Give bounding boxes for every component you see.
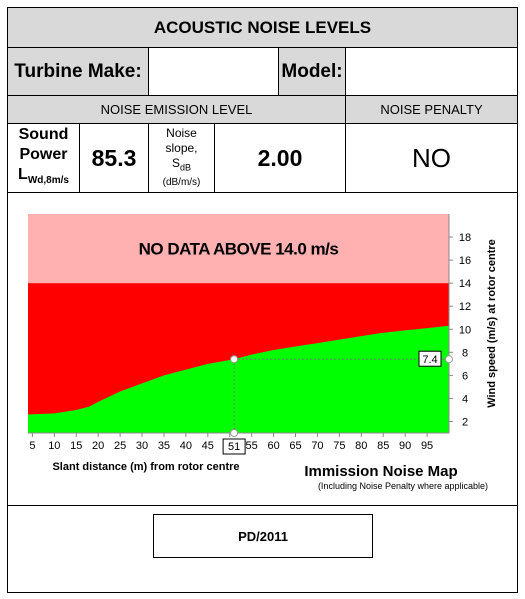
model-label: Model: — [278, 47, 346, 96]
chart-section — [7, 192, 518, 506]
symbol: S — [171, 155, 180, 170]
sound-power-text: Sound Power — [18, 125, 69, 163]
symbol: L — [18, 165, 28, 183]
slope-symbol: SdB — [172, 156, 191, 175]
slope-text: Noise slope, — [165, 125, 198, 155]
penalty-header: NOISE PENALTY — [345, 95, 518, 124]
make-label: Turbine Make: — [7, 47, 149, 96]
sound-power-symbol: LWd,8m/s — [18, 165, 69, 191]
slope-value: 2.00 — [214, 123, 346, 193]
title: ACOUSTIC NOISE LEVELS — [7, 7, 518, 48]
sound-power-label: Sound Power LWd,8m/s — [7, 123, 80, 193]
model-input[interactable] — [345, 47, 518, 96]
footer-section — [7, 505, 518, 593]
symbol-sub: Wd,8m/s — [27, 175, 69, 187]
sound-power-value: 85.3 — [79, 123, 149, 193]
penalty-value: NO — [345, 123, 518, 193]
emission-header: NOISE EMISSION LEVEL — [7, 95, 346, 124]
slope-label: Noise slope, SdB (dB/m/s) — [148, 123, 215, 193]
make-input[interactable] — [148, 47, 279, 96]
footer-code: PD/2011 — [153, 514, 373, 558]
symbol-sub: dB — [180, 162, 192, 173]
slope-unit: (dB/m/s) — [162, 177, 201, 189]
